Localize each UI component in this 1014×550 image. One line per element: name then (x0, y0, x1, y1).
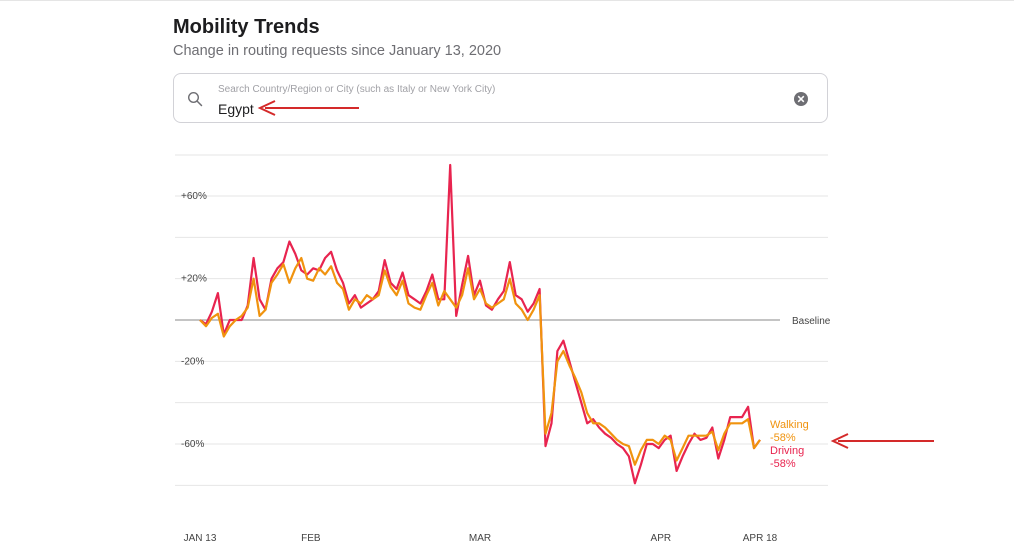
walking-series-line (199, 256, 761, 466)
x-tick-label: JAN 13 (184, 533, 217, 544)
clear-icon[interactable] (793, 91, 809, 107)
page-title: Mobility Trends (173, 16, 320, 38)
search-placeholder: Search Country/Region or City (such as I… (218, 84, 496, 95)
x-axis-ticks: JAN 13 FEB MAR APR APR 18 (184, 533, 778, 544)
y-tick-label: -20% (181, 356, 204, 367)
walking-legend-label: Walking (770, 419, 809, 431)
y-tick-label: +60% (181, 191, 207, 202)
top-divider (0, 0, 1014, 1)
annotation-arrow-search (257, 100, 359, 116)
y-tick-label: +20% (181, 274, 207, 285)
y-tick-label: -60% (181, 439, 204, 450)
search-icon (187, 91, 203, 107)
walking-end-value: -58% (770, 432, 796, 444)
x-tick-label: APR 18 (743, 533, 778, 544)
driving-series-line (199, 163, 761, 485)
page-subtitle: Change in routing requests since January… (173, 43, 502, 59)
mobility-chart: Baseline +60% +20% -20% -60% JAN 13 FEB MAR AP… (175, 154, 831, 544)
driving-legend-label: Driving (770, 445, 804, 457)
search-field[interactable]: Search Country/Region or City (such as I… (173, 73, 828, 123)
x-tick-label: APR (651, 533, 672, 544)
baseline-label: Baseline (792, 316, 831, 327)
driving-end-value: -58% (770, 458, 796, 470)
x-tick-label: FEB (301, 533, 321, 544)
y-axis-ticks: +60% +20% -20% -60% (181, 191, 207, 450)
gridlines (175, 154, 828, 486)
annotation-arrow-legend (830, 433, 934, 449)
search-input[interactable]: Egypt (218, 101, 254, 117)
x-tick-label: MAR (469, 533, 491, 544)
